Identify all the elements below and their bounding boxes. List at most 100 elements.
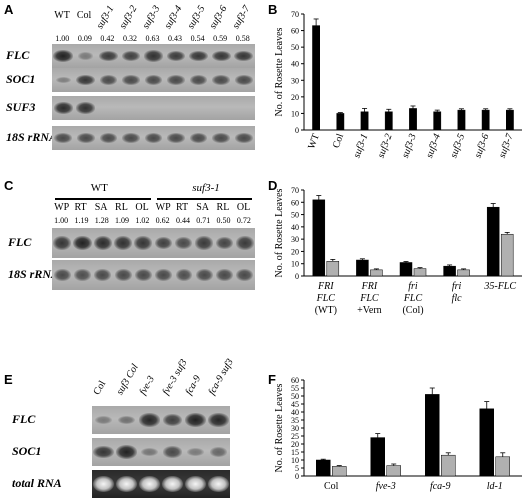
panel-a-value: 0.43 xyxy=(168,34,183,43)
E-band xyxy=(187,447,204,457)
E-band xyxy=(207,475,230,493)
bar-suf3-3 xyxy=(409,108,417,131)
panel-c-group-suf3-1: suf3-1 xyxy=(192,182,220,194)
panel-c-value: 1.19 xyxy=(74,216,89,225)
A-band xyxy=(54,133,73,143)
panel-c-value: 1.00 xyxy=(54,216,69,225)
bar-wt xyxy=(312,25,320,131)
panel-a-lane-suf3-6: suf3-6 xyxy=(207,3,230,31)
y-tick-label: 60 xyxy=(291,198,299,207)
E-blot-flc xyxy=(92,406,230,434)
y-tick-label: 0 xyxy=(295,272,299,281)
A-blot-suf3 xyxy=(52,96,255,120)
y-tick-label: 70 xyxy=(291,186,299,195)
C-band xyxy=(215,236,234,250)
panel-e: E Col suf3 Col fve-3 fve-3 suf3 fca-9 fca-9 s… xyxy=(0,357,264,498)
C-band xyxy=(134,236,153,250)
x-label-fri-flc-wt-line: FLC xyxy=(316,293,336,304)
chart-b: 0 10 20 30 40 50 60 70 No. of Rosette Leaves WT Co… xyxy=(274,10,522,160)
y-tick-label: 30 xyxy=(291,76,299,85)
C-row-label-18s-rrna: 18S rRNA xyxy=(8,267,60,281)
bar-fri-flc-vern-s1 xyxy=(356,259,369,277)
C-band xyxy=(155,268,173,282)
panel-a-lane-suf3-3: suf3-3 xyxy=(139,3,162,31)
E-band xyxy=(92,475,115,493)
E-band xyxy=(115,445,138,459)
A-band xyxy=(166,50,186,62)
bar-fca-9-s1 xyxy=(425,394,440,477)
bar-35-flc-s1 xyxy=(486,206,500,277)
bar-col-s1 xyxy=(316,459,331,477)
E-band xyxy=(162,446,183,458)
C-blot-18s-rrna xyxy=(52,260,255,290)
bar-suf3-7 xyxy=(506,109,514,131)
bar-fve-3-s1 xyxy=(370,437,385,477)
E-band xyxy=(138,475,161,493)
A-band xyxy=(189,75,208,85)
y-tick-label: 35 xyxy=(291,416,299,425)
E-band xyxy=(95,415,112,425)
y-tick-label: 25 xyxy=(291,432,299,441)
x-label-suf3-4: suf3-4 xyxy=(424,132,443,159)
y-tick-label: 40 xyxy=(291,408,299,417)
C-band xyxy=(93,235,112,251)
x-label-suf3-3: suf3-3 xyxy=(400,132,419,159)
panel-c-group-wt: WT xyxy=(90,182,108,194)
y-tick-label: 10 xyxy=(291,456,299,465)
y-tick-label: 15 xyxy=(291,448,299,457)
panel-c-tissue-rt: RT xyxy=(74,202,87,213)
y-tick-label: 50 xyxy=(291,392,299,401)
panel-f: F 0 5 10 15 20 25 30 35 40 45 50 55 60 No. of Rosette… xyxy=(264,370,528,498)
A-band xyxy=(167,75,185,85)
y-tick-label: 40 xyxy=(291,60,299,69)
A-band xyxy=(76,102,96,114)
E-band xyxy=(93,445,114,459)
panel-c-value: 1.02 xyxy=(135,216,150,225)
panel-a-value: 0.42 xyxy=(100,34,115,43)
y-tick-label: 55 xyxy=(291,384,299,393)
panel-a-lane-suf3-4: suf3-4 xyxy=(162,3,185,31)
y-tick-label: 20 xyxy=(291,93,299,102)
panel-c-group-line xyxy=(156,198,252,200)
panel-c-tissue-rl: RL xyxy=(216,202,230,213)
bar-fca-9-s2 xyxy=(441,454,456,477)
bar-suf3-5 xyxy=(457,109,466,131)
E-band xyxy=(161,475,184,493)
y-tick-label: 5 xyxy=(295,464,299,473)
E-band xyxy=(115,475,138,493)
bar-ld-1-s1 xyxy=(479,408,494,477)
panel-c-tissue-sa: SA xyxy=(94,202,108,213)
bar-fri-flc-col-s2 xyxy=(413,268,427,277)
A-band xyxy=(99,75,118,85)
C-band xyxy=(175,236,193,250)
panel-c-tissue-wp: WP xyxy=(155,202,171,213)
panel-c-value: 1.28 xyxy=(94,216,109,225)
y-tick-label: 50 xyxy=(291,43,299,52)
bar-fri-flc-col-s1 xyxy=(399,262,413,277)
bar-suf3-1 xyxy=(360,111,369,131)
bar-col xyxy=(336,113,345,131)
panel-e-lane-fca-9-suf3: fca-9 suf3 xyxy=(205,357,236,397)
panel-e-lane-fve-3: fve-3 xyxy=(136,374,157,397)
y-tick-label: 50 xyxy=(291,211,299,220)
x-label-suf3-1: suf3-1 xyxy=(351,132,370,159)
C-band xyxy=(94,268,112,282)
x-label-suf3-6: suf3-6 xyxy=(473,132,492,159)
A-band xyxy=(144,75,163,85)
panel-e-lane-suf3-col: suf3 Col xyxy=(113,362,141,397)
panel-c-tissue-wp: WP xyxy=(54,202,70,213)
panel-a-value: 0.63 xyxy=(145,34,160,43)
A-band xyxy=(122,75,140,85)
panel-c: C WT suf3-1 WP RT SA RL OL WP RT SA RL OL 1.00 1.19… xyxy=(0,176,264,326)
x-label-fri-flc-col-line: (Col) xyxy=(402,305,423,316)
panel-a-value: 0.09 xyxy=(77,34,92,43)
A-band xyxy=(121,50,141,62)
x-label-fri-flc-line: fri xyxy=(452,281,462,292)
E-band xyxy=(118,415,135,425)
y-tick-label: 20 xyxy=(291,440,299,449)
A-band xyxy=(189,133,208,143)
panel-a-lane-wt: WT xyxy=(54,10,70,21)
panel-e-lane-col: Col xyxy=(90,378,108,397)
y-tick-label: 0 xyxy=(295,472,299,481)
